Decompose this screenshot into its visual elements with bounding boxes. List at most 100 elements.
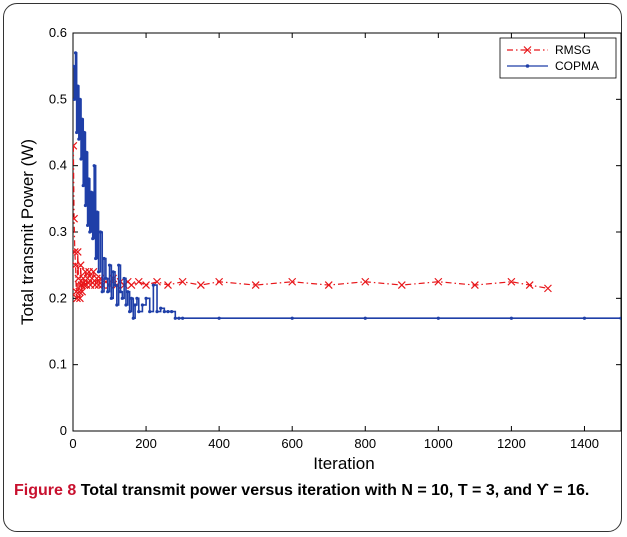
chart: 0 200 400 600 800 1000 1200 1400 00.10.20.30.40… bbox=[18, 25, 622, 473]
data-point bbox=[155, 310, 159, 314]
data-point bbox=[79, 157, 83, 161]
data-point bbox=[102, 256, 106, 261]
data-point bbox=[129, 296, 134, 300]
data-point bbox=[90, 281, 99, 289]
data-point bbox=[434, 277, 443, 286]
data-point bbox=[173, 316, 177, 320]
data-point bbox=[133, 303, 137, 307]
data-point bbox=[106, 290, 110, 294]
data-point bbox=[81, 183, 85, 188]
data-point bbox=[80, 281, 89, 289]
data-point bbox=[94, 281, 103, 289]
legend-label: COPMA bbox=[555, 59, 599, 73]
data-point bbox=[83, 203, 88, 208]
data-point bbox=[76, 84, 80, 88]
data-point bbox=[104, 276, 108, 281]
x-tick-label: 1400 bbox=[570, 436, 599, 451]
data-point bbox=[178, 277, 187, 286]
data-point bbox=[107, 263, 112, 267]
data-point bbox=[78, 287, 87, 296]
data-point bbox=[363, 316, 367, 320]
data-point bbox=[77, 137, 81, 141]
data-point bbox=[73, 97, 77, 101]
x-tick-label: 1200 bbox=[497, 436, 526, 451]
data-point bbox=[164, 281, 172, 289]
figure-caption: Figure 8 Total transmit power versus ite… bbox=[14, 479, 618, 503]
data-point bbox=[135, 296, 139, 300]
y-axis-ticks: 0 0.1 0.2 0.3 0.4 0.5 0.6 bbox=[49, 25, 621, 438]
data-point bbox=[131, 316, 135, 320]
data-point bbox=[142, 281, 150, 289]
data-point bbox=[251, 281, 260, 289]
data-point bbox=[76, 261, 85, 270]
y-tick-label: 0.4 bbox=[49, 158, 67, 173]
data-point bbox=[81, 267, 90, 276]
data-point bbox=[361, 277, 370, 286]
data-point bbox=[159, 306, 163, 310]
x-tick-label: 800 bbox=[354, 436, 376, 451]
data-point bbox=[196, 281, 205, 289]
data-point bbox=[582, 316, 587, 320]
data-point bbox=[86, 223, 90, 227]
data-point bbox=[96, 270, 101, 274]
data-point bbox=[181, 316, 185, 320]
data-point bbox=[470, 281, 479, 289]
data-point bbox=[507, 277, 516, 286]
data-point bbox=[88, 230, 92, 234]
caption-text: Total transmit power versus iteration wi… bbox=[80, 482, 590, 499]
series-layer bbox=[73, 51, 621, 320]
y-tick-label: 0.2 bbox=[49, 290, 67, 305]
data-point bbox=[397, 281, 406, 289]
data-point bbox=[76, 294, 84, 303]
legend-label: RMSG bbox=[555, 43, 591, 57]
legend: RMSG COPMA bbox=[499, 37, 617, 79]
data-point bbox=[100, 290, 104, 294]
x-tick-label: 400 bbox=[208, 436, 230, 451]
data-point bbox=[148, 310, 152, 314]
data-point bbox=[166, 310, 170, 314]
data-point bbox=[544, 284, 552, 293]
data-point bbox=[324, 281, 333, 289]
data-point bbox=[509, 316, 513, 320]
data-point bbox=[92, 164, 96, 168]
data-point bbox=[288, 277, 297, 286]
y-axis-label: Total transmit Power (W) bbox=[18, 139, 37, 325]
data-point bbox=[80, 117, 84, 121]
x-axis-ticks: 0 200 400 600 800 1000 1200 1400 bbox=[69, 33, 599, 451]
data-point bbox=[217, 316, 221, 320]
data-point bbox=[73, 247, 79, 256]
data-point bbox=[170, 310, 174, 314]
data-point bbox=[115, 303, 119, 307]
data-point bbox=[73, 294, 81, 303]
y-tick-label: 0.6 bbox=[49, 25, 67, 40]
data-point bbox=[124, 303, 128, 307]
data-point bbox=[436, 316, 440, 320]
data-point bbox=[122, 276, 126, 281]
y-tick-label: 0.1 bbox=[49, 357, 67, 372]
legend-marker bbox=[525, 64, 530, 68]
data-point bbox=[73, 287, 81, 296]
data-point bbox=[73, 247, 82, 256]
data-point bbox=[127, 281, 136, 289]
data-point bbox=[128, 310, 132, 314]
data-point bbox=[151, 283, 155, 287]
x-tick-label: 0 bbox=[69, 436, 76, 451]
data-point bbox=[140, 303, 145, 307]
data-point bbox=[162, 310, 166, 314]
x-tick-label: 1000 bbox=[424, 436, 453, 451]
data-point bbox=[120, 296, 124, 300]
legend-marker bbox=[523, 46, 532, 54]
data-point bbox=[91, 237, 95, 241]
data-point bbox=[113, 283, 117, 287]
x-axis-label: Iteration bbox=[313, 454, 374, 473]
data-point bbox=[75, 130, 79, 135]
data-point bbox=[144, 296, 148, 300]
data-point bbox=[290, 316, 294, 320]
y-tick-label: 0.5 bbox=[49, 91, 67, 106]
data-point bbox=[84, 150, 89, 154]
data-point bbox=[78, 97, 82, 101]
data-point bbox=[111, 270, 115, 274]
data-point bbox=[95, 210, 99, 214]
data-point bbox=[525, 281, 534, 289]
data-point bbox=[134, 277, 143, 286]
